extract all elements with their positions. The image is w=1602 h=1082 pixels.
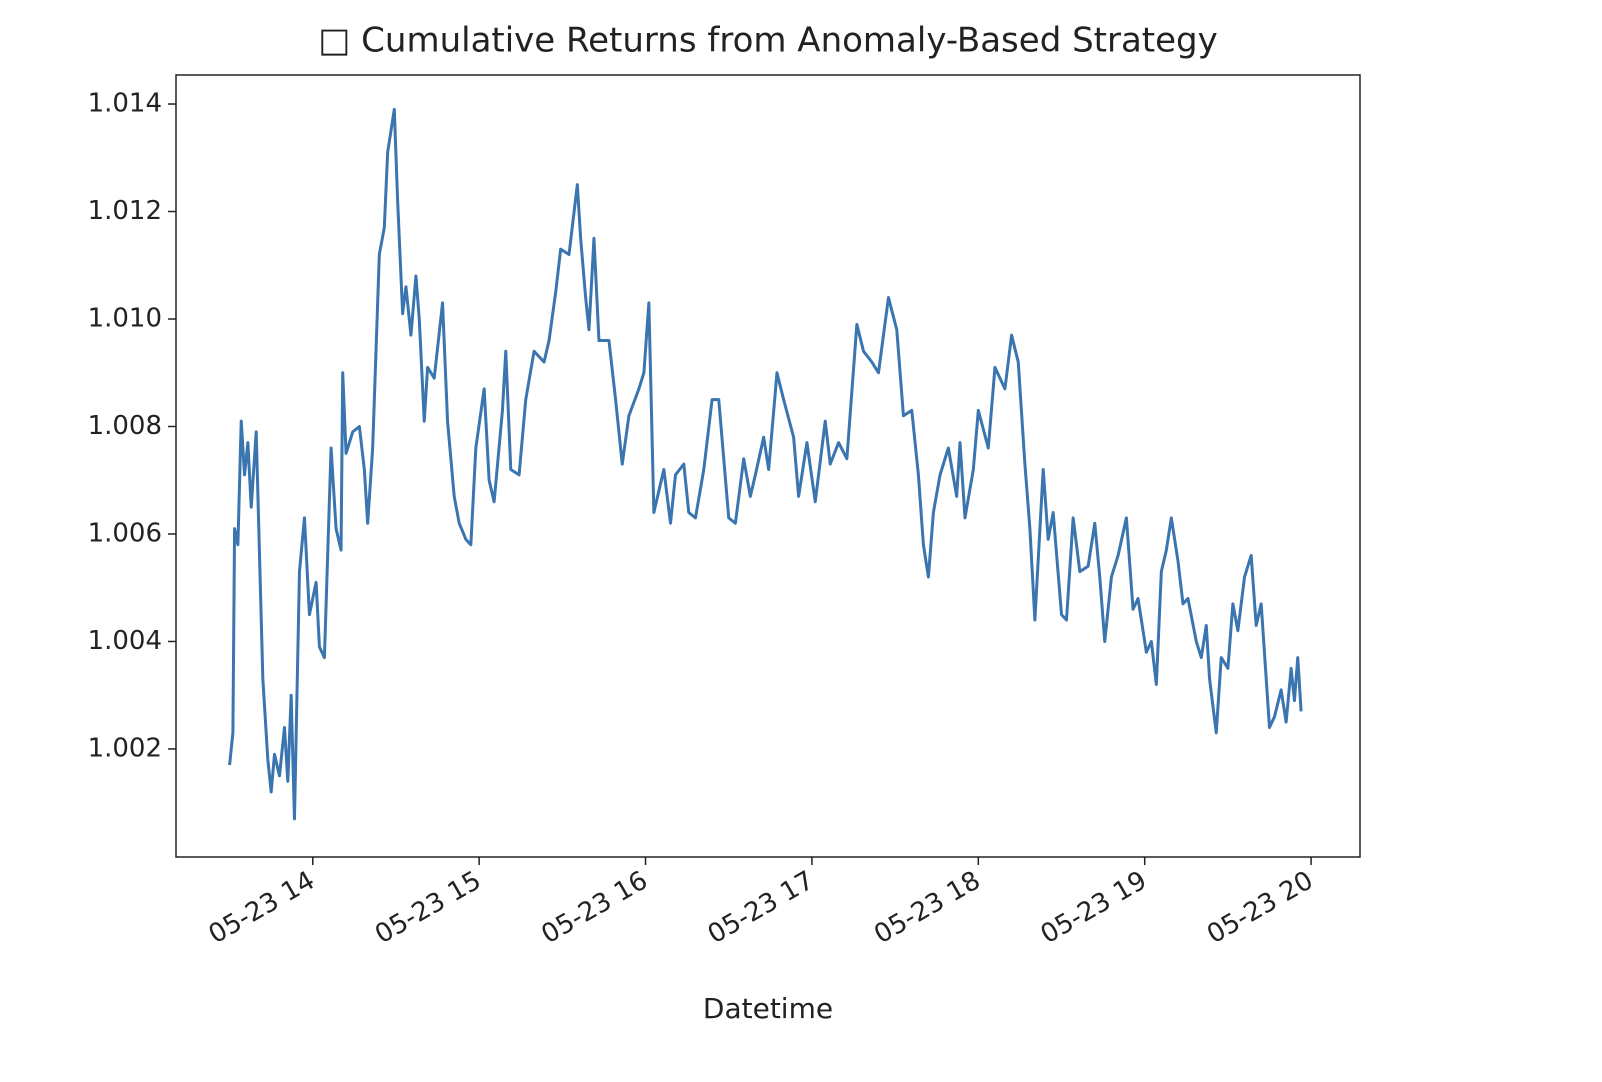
x-tick-label: 05-23 19 — [1036, 866, 1152, 950]
y-tick-label: 1.014 — [88, 89, 162, 119]
plot-frame — [175, 74, 1361, 858]
y-tick-label: 1.012 — [88, 196, 162, 226]
y-tick-label: 1.008 — [88, 411, 162, 441]
x-tick-label: 05-23 17 — [703, 866, 819, 950]
x-tick-label: 05-23 14 — [204, 866, 320, 950]
x-tick-label: 05-23 15 — [370, 866, 486, 950]
y-tick-label: 1.010 — [88, 304, 162, 334]
x-tick-label: 05-23 16 — [537, 866, 653, 950]
chart-title: □ Cumulative Returns from Anomaly-Based … — [318, 21, 1218, 61]
x-tick-label: 05-23 18 — [869, 866, 985, 950]
y-tick-label: 1.006 — [88, 518, 162, 548]
y-tick-label: 1.002 — [88, 733, 162, 763]
y-tick-label: 1.004 — [88, 626, 162, 656]
data-line — [228, 107, 1303, 821]
x-tick-label: 05-23 20 — [1202, 866, 1318, 950]
x-axis-label: Datetime — [703, 992, 833, 1025]
